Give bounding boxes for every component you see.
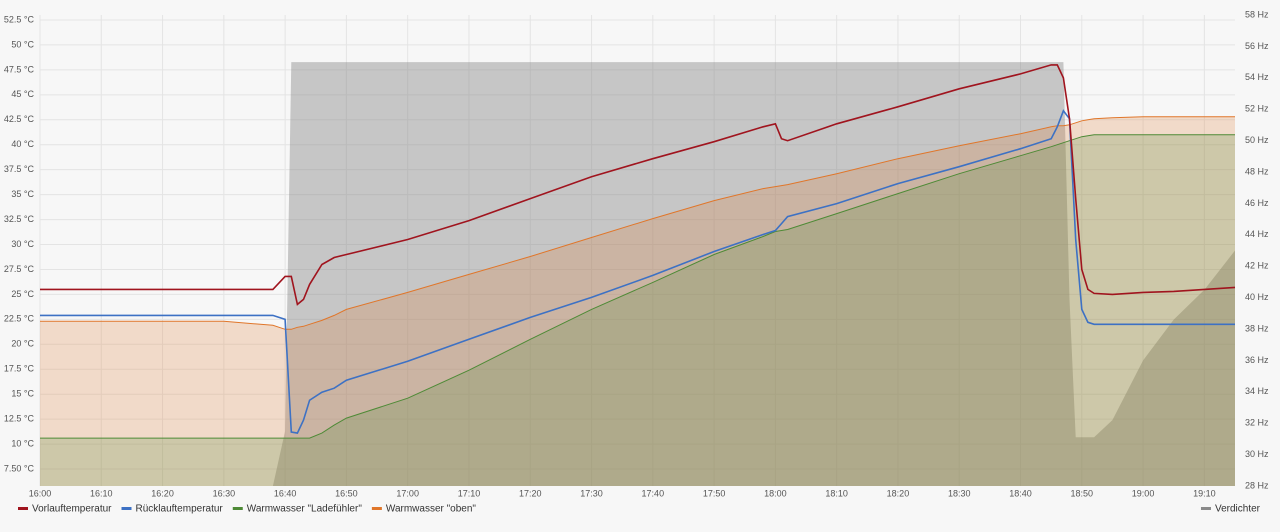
series-line <box>40 109 1235 434</box>
series-area <box>40 62 1235 486</box>
legend-label: Vorlauftemperatur <box>32 504 112 515</box>
y2-tick-label: 38 Hz <box>1245 323 1269 333</box>
x-tick-label: 18:40 <box>1009 488 1032 498</box>
y2-tick-label: 56 Hz <box>1245 41 1269 51</box>
x-tick-label: 16:00 <box>29 488 52 498</box>
x-tick-label: 18:00 <box>764 488 787 498</box>
x-tick-label: 16:40 <box>274 488 297 498</box>
y2-tick-label: 54 Hz <box>1245 72 1269 82</box>
x-tick-label: 17:10 <box>458 488 481 498</box>
y2-tick-label: 36 Hz <box>1245 355 1269 365</box>
y-tick-label: 32.5 °C <box>4 214 35 224</box>
x-tick-label: 16:30 <box>213 488 236 498</box>
y2-tick-label: 58 Hz <box>1245 9 1269 19</box>
legend-swatch <box>371 507 382 510</box>
x-tick-label: 16:20 <box>151 488 174 498</box>
y-tick-label: 25 °C <box>11 289 34 299</box>
series-line <box>40 134 1235 439</box>
series-area <box>40 134 1235 486</box>
legend-swatch <box>232 507 243 510</box>
y-tick-label: 17.5 °C <box>4 364 35 374</box>
legend-label: Verdichter <box>1215 504 1261 515</box>
y2-tick-label: 52 Hz <box>1245 104 1269 114</box>
series-area <box>40 116 1235 487</box>
x-tick-label: 18:10 <box>825 488 848 498</box>
y-tick-label: 10 °C <box>11 438 34 448</box>
y2-tick-label: 28 Hz <box>1245 480 1269 490</box>
x-tick-label: 17:00 <box>396 488 419 498</box>
y2-tick-label: 34 Hz <box>1245 386 1269 396</box>
y-tick-label: 52.5 °C <box>4 14 35 24</box>
y2-tick-label: 50 Hz <box>1245 135 1269 145</box>
y2-tick-label: 48 Hz <box>1245 166 1269 176</box>
y-tick-label: 47.5 °C <box>4 64 35 74</box>
x-tick-label: 16:10 <box>90 488 113 498</box>
y2-tick-label: 40 Hz <box>1245 292 1269 302</box>
x-tick-label: 18:20 <box>887 488 910 498</box>
x-tick-label: 17:30 <box>580 488 603 498</box>
legend-label: Rücklauftemperatur <box>136 504 224 515</box>
y-tick-label: 27.5 °C <box>4 264 35 274</box>
y-tick-label: 45 °C <box>11 89 34 99</box>
y2-tick-label: 46 Hz <box>1245 198 1269 208</box>
series-line <box>40 64 1236 306</box>
x-tick-label: 16:50 <box>335 488 358 498</box>
x-tick-label: 19:10 <box>1193 488 1216 498</box>
x-tick-label: 17:20 <box>519 488 542 498</box>
legend-label: Warmwasser "oben" <box>386 504 477 515</box>
series-line <box>40 116 1235 330</box>
x-tick-label: 17:40 <box>642 488 665 498</box>
y2-tick-label: 42 Hz <box>1245 261 1269 271</box>
y2-tick-label: 44 Hz <box>1245 229 1269 239</box>
legend-swatch <box>1200 507 1211 510</box>
y-tick-label: 7.50 °C <box>4 463 35 473</box>
x-tick-label: 17:50 <box>703 488 726 498</box>
y-tick-label: 35 °C <box>11 189 34 199</box>
y2-tick-label: 32 Hz <box>1245 418 1269 428</box>
x-tick-label: 19:00 <box>1132 488 1155 498</box>
y-tick-label: 40 °C <box>11 139 34 149</box>
legend-swatch <box>18 507 28 510</box>
legend-swatch <box>121 507 132 510</box>
y-tick-label: 12.5 °C <box>4 414 35 424</box>
legend-label: Warmwasser "Ladefühler" <box>247 504 363 515</box>
x-tick-label: 18:30 <box>948 488 971 498</box>
y-tick-label: 30 °C <box>11 239 34 249</box>
y-tick-label: 50 °C <box>11 39 34 49</box>
y-tick-label: 37.5 °C <box>4 164 35 174</box>
y-tick-label: 42.5 °C <box>4 114 35 124</box>
y2-tick-label: 30 Hz <box>1245 449 1269 459</box>
y-tick-label: 20 °C <box>11 339 34 349</box>
y-tick-label: 22.5 °C <box>4 314 35 324</box>
y-tick-label: 15 °C <box>11 389 34 399</box>
legend: Verdichter Vorlauftemperatur Rücklauftempe… <box>18 504 1261 515</box>
x-tick-label: 18:50 <box>1071 488 1094 498</box>
